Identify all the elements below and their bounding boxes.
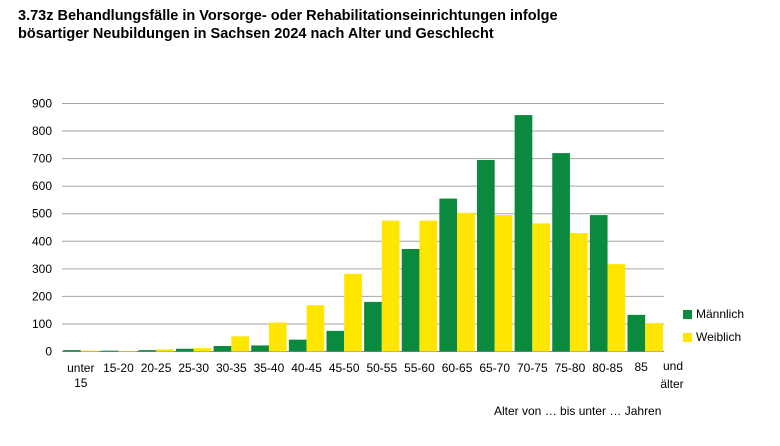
x-tick-label: 30-35 — [216, 361, 247, 375]
bar-maennlich-85-und-älter — [627, 314, 646, 352]
bar-maennlich-30-35 — [213, 345, 232, 352]
x-tick-label: 65-70 — [479, 361, 510, 375]
bar-weiblich-45-50 — [344, 273, 362, 352]
x-tick-label: 45-50 — [329, 361, 360, 375]
x-tick-label: unter — [67, 361, 94, 375]
bar-maennlich-unter-15 — [63, 350, 81, 352]
bar-maennlich-65-70 — [476, 159, 495, 352]
x-tick-label: 60-65 — [442, 361, 473, 375]
y-tick-label: 400 — [32, 234, 52, 248]
y-tick-label: 700 — [32, 152, 52, 166]
legend-swatch-maennlich — [683, 309, 692, 319]
bar-maennlich-35-40 — [251, 345, 269, 352]
x-tick-label: 50-55 — [366, 361, 397, 375]
legend-item-maennlich: Männlich — [683, 306, 744, 322]
bar-weiblich-30-35 — [231, 336, 250, 352]
bar-weiblich-55-60 — [419, 220, 438, 352]
bar-weiblich-80-85 — [607, 264, 626, 352]
x-tick-label: 15-20 — [103, 361, 134, 375]
x-tick-label: 20-25 — [141, 361, 172, 375]
legend-label-weiblich: Weiblich — [696, 330, 742, 344]
legend-label-maennlich: Männlich — [696, 307, 745, 321]
x-tick-label: 70-75 — [517, 361, 548, 375]
legend-item-weiblich: Weiblich — [683, 329, 744, 345]
x-tick-label: 55-60 — [404, 361, 435, 375]
y-tick-label: 800 — [32, 124, 52, 138]
bar-weiblich-85-und-älter — [645, 323, 663, 352]
bar-maennlich-45-50 — [326, 330, 345, 352]
x-axis-label: Alter von … bis unter … Jahren — [494, 404, 662, 418]
bar-weiblich-65-70 — [494, 215, 513, 352]
y-tick-label: 600 — [32, 179, 52, 193]
y-tick-label: 900 — [32, 97, 52, 111]
x-tick-label: 40-45 — [291, 361, 322, 375]
y-tick-label: 200 — [32, 289, 52, 303]
bar-maennlich-60-65 — [439, 198, 458, 352]
bar-maennlich-40-45 — [288, 339, 307, 352]
x-tick-label: 80-85 — [592, 361, 623, 375]
bar-weiblich-15-20 — [118, 350, 137, 352]
bar-maennlich-70-75 — [514, 115, 533, 352]
x-tick-label: 75-80 — [555, 361, 586, 375]
x-tick-label: 15 — [74, 376, 88, 390]
x-tick-label: älter — [660, 377, 683, 391]
bar-weiblich-60-65 — [457, 212, 475, 352]
x-tick-label: 85 — [635, 360, 649, 374]
bar-weiblich-75-80 — [569, 233, 588, 352]
x-tick-label: 25-30 — [178, 361, 209, 375]
bar-maennlich-50-55 — [364, 301, 382, 352]
bar-weiblich-50-55 — [381, 220, 400, 352]
y-tick-label: 300 — [32, 262, 52, 276]
y-tick-label: 500 — [32, 207, 52, 221]
bar-maennlich-20-25 — [138, 350, 157, 352]
x-tick-label: 35-40 — [254, 361, 285, 375]
bar-maennlich-75-80 — [552, 153, 570, 352]
bar-weiblich-20-25 — [156, 349, 174, 352]
bar-weiblich-unter-15 — [80, 350, 99, 352]
bar-weiblich-70-75 — [532, 223, 551, 352]
chart-title: 3.73z Behandlungsfälle in Vorsorge- oder… — [18, 8, 558, 42]
bar-weiblich-40-45 — [306, 305, 325, 352]
bar-maennlich-25-30 — [175, 348, 194, 352]
bar-weiblich-35-40 — [268, 322, 287, 352]
x-tick-label: und — [663, 359, 683, 373]
bar-maennlich-55-60 — [401, 248, 420, 352]
bar-maennlich-80-85 — [589, 215, 608, 352]
bar-maennlich-15-20 — [100, 350, 119, 352]
y-tick-label: 100 — [32, 317, 52, 331]
y-tick-label: 0 — [45, 345, 52, 359]
legend-swatch-weiblich — [683, 332, 692, 342]
bar-weiblich-25-30 — [193, 348, 212, 352]
legend: Männlich Weiblich — [683, 306, 744, 352]
